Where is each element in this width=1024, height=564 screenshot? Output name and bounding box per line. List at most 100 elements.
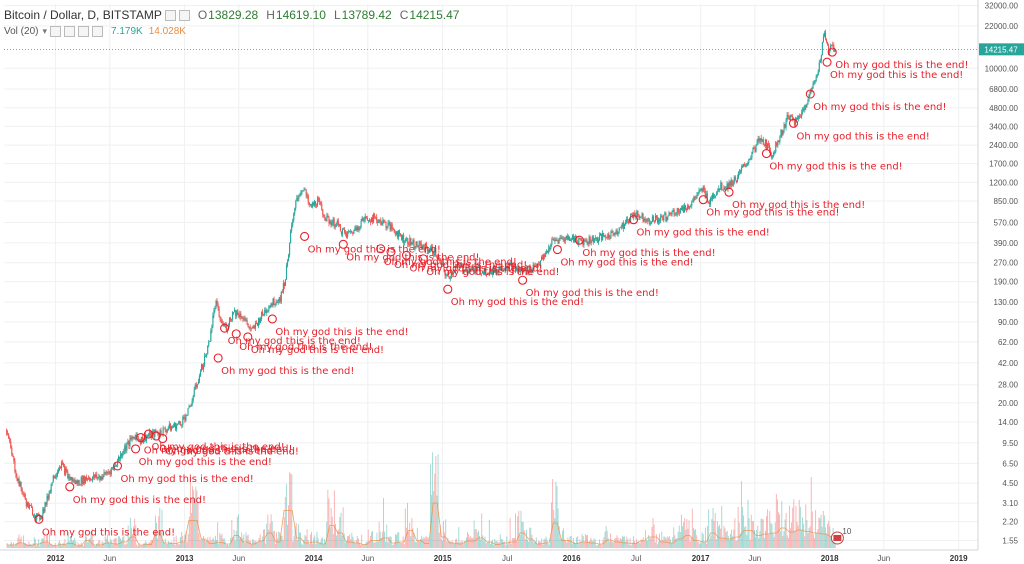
annotation-label: Oh my god this is the end!	[384, 257, 517, 268]
volume-bar	[636, 539, 638, 548]
candle-body	[438, 256, 440, 259]
volume-bar	[401, 542, 403, 548]
volume-close-icon[interactable]	[92, 26, 103, 37]
candle-body	[687, 205, 689, 211]
volume-bar	[808, 528, 810, 548]
candle-body	[638, 214, 640, 219]
volume-bar	[384, 531, 386, 548]
volume-bar	[635, 543, 637, 548]
candle-body	[691, 201, 693, 206]
symbol-title[interactable]: Bitcoin / Dollar, D, BITSTAMP	[4, 8, 162, 22]
candle-body	[73, 479, 75, 481]
volume-bar	[650, 538, 652, 548]
annotation-marker	[151, 431, 161, 441]
event-badge[interactable]: 10	[830, 527, 852, 545]
candle-body	[306, 195, 308, 197]
candle-body	[352, 232, 354, 234]
symbol-hide-icon[interactable]	[178, 9, 190, 21]
volume-bar	[489, 544, 491, 548]
annotation-marker	[443, 284, 453, 294]
candle-body	[399, 234, 402, 236]
volume-bar	[255, 540, 257, 548]
candle-body	[729, 182, 731, 186]
candle-body	[210, 331, 212, 341]
volume-indicator-label[interactable]: Vol (20)	[4, 26, 39, 37]
candle-body	[744, 164, 746, 166]
volume-bar	[695, 529, 697, 548]
volume-bar	[472, 537, 474, 548]
candle-body	[781, 129, 783, 136]
candle-body	[95, 474, 97, 478]
volume-bar	[438, 532, 440, 548]
candle-body	[172, 426, 175, 428]
candle-body	[130, 437, 132, 439]
price-tick-label: 32000.00	[985, 2, 1019, 11]
volume-bar	[188, 516, 190, 548]
time-tick-label: Jul	[631, 554, 641, 563]
volume-settings-icon[interactable]	[50, 26, 61, 37]
symbol-settings-icon[interactable]	[164, 9, 176, 21]
chevron-down-icon[interactable]: ▾	[42, 26, 47, 36]
candle-body	[785, 119, 787, 128]
candle-body	[398, 230, 401, 235]
candle-body	[784, 124, 786, 128]
volume-bar	[807, 532, 809, 548]
volume-bar	[429, 464, 431, 548]
volume-bar	[738, 522, 740, 548]
candle-body	[567, 236, 570, 240]
candle-body	[656, 215, 658, 218]
candle-body	[601, 233, 603, 240]
candle-body	[232, 312, 234, 320]
candle-body	[668, 212, 670, 216]
annotation-label: Oh my god this is the end!	[582, 248, 715, 259]
candle-body	[368, 220, 370, 222]
volume-bar	[86, 536, 88, 548]
volume-bar	[154, 515, 156, 548]
volume-bar	[128, 537, 130, 548]
candle-body	[607, 233, 609, 239]
candle-body	[775, 142, 777, 153]
volume-bar	[770, 522, 772, 548]
volume-bar	[712, 507, 714, 548]
candle-body	[257, 318, 260, 326]
volume-bar	[737, 506, 739, 548]
candle-body	[748, 159, 750, 163]
volume-bar	[646, 540, 647, 548]
candle-body	[387, 223, 389, 227]
candle-body	[622, 222, 624, 229]
candle-body	[206, 354, 208, 357]
candle-body	[674, 214, 676, 216]
candle-body	[271, 303, 273, 306]
annotation-marker	[220, 323, 230, 333]
candle-body	[226, 328, 228, 331]
volume-bar	[554, 518, 556, 548]
candle-body	[664, 213, 666, 215]
volume-bar	[200, 537, 202, 548]
volume-bar	[127, 525, 129, 548]
volume-bar	[778, 512, 779, 548]
candle-body	[185, 415, 187, 421]
candle-body	[499, 268, 501, 270]
candle-body	[589, 236, 591, 243]
volume-format-icon[interactable]	[78, 26, 89, 37]
candle-body	[435, 248, 437, 257]
candle-body	[308, 202, 310, 205]
candle-body	[577, 242, 579, 245]
candle-body	[408, 244, 410, 246]
volume-bar	[6, 543, 8, 548]
volume-bar	[549, 537, 551, 548]
candle-body	[685, 205, 687, 209]
candle-body	[571, 239, 573, 241]
candle-body	[47, 495, 49, 499]
candle-body	[292, 220, 294, 226]
volume-hide-icon[interactable]	[64, 26, 75, 37]
candle-body	[329, 221, 331, 224]
price-axis[interactable]: 32000.0022000.0010000.006800.004800.0034…	[977, 0, 1024, 550]
volume-bar	[815, 510, 817, 548]
candle-body	[658, 219, 660, 223]
volume-bar	[361, 534, 363, 548]
time-axis[interactable]: 2012 Jun 2013 Jun 2014 Jun 2015 Jul 2016 Jul 2017 J…	[0, 549, 978, 563]
candle-body	[433, 253, 435, 256]
candle-body	[682, 206, 685, 213]
